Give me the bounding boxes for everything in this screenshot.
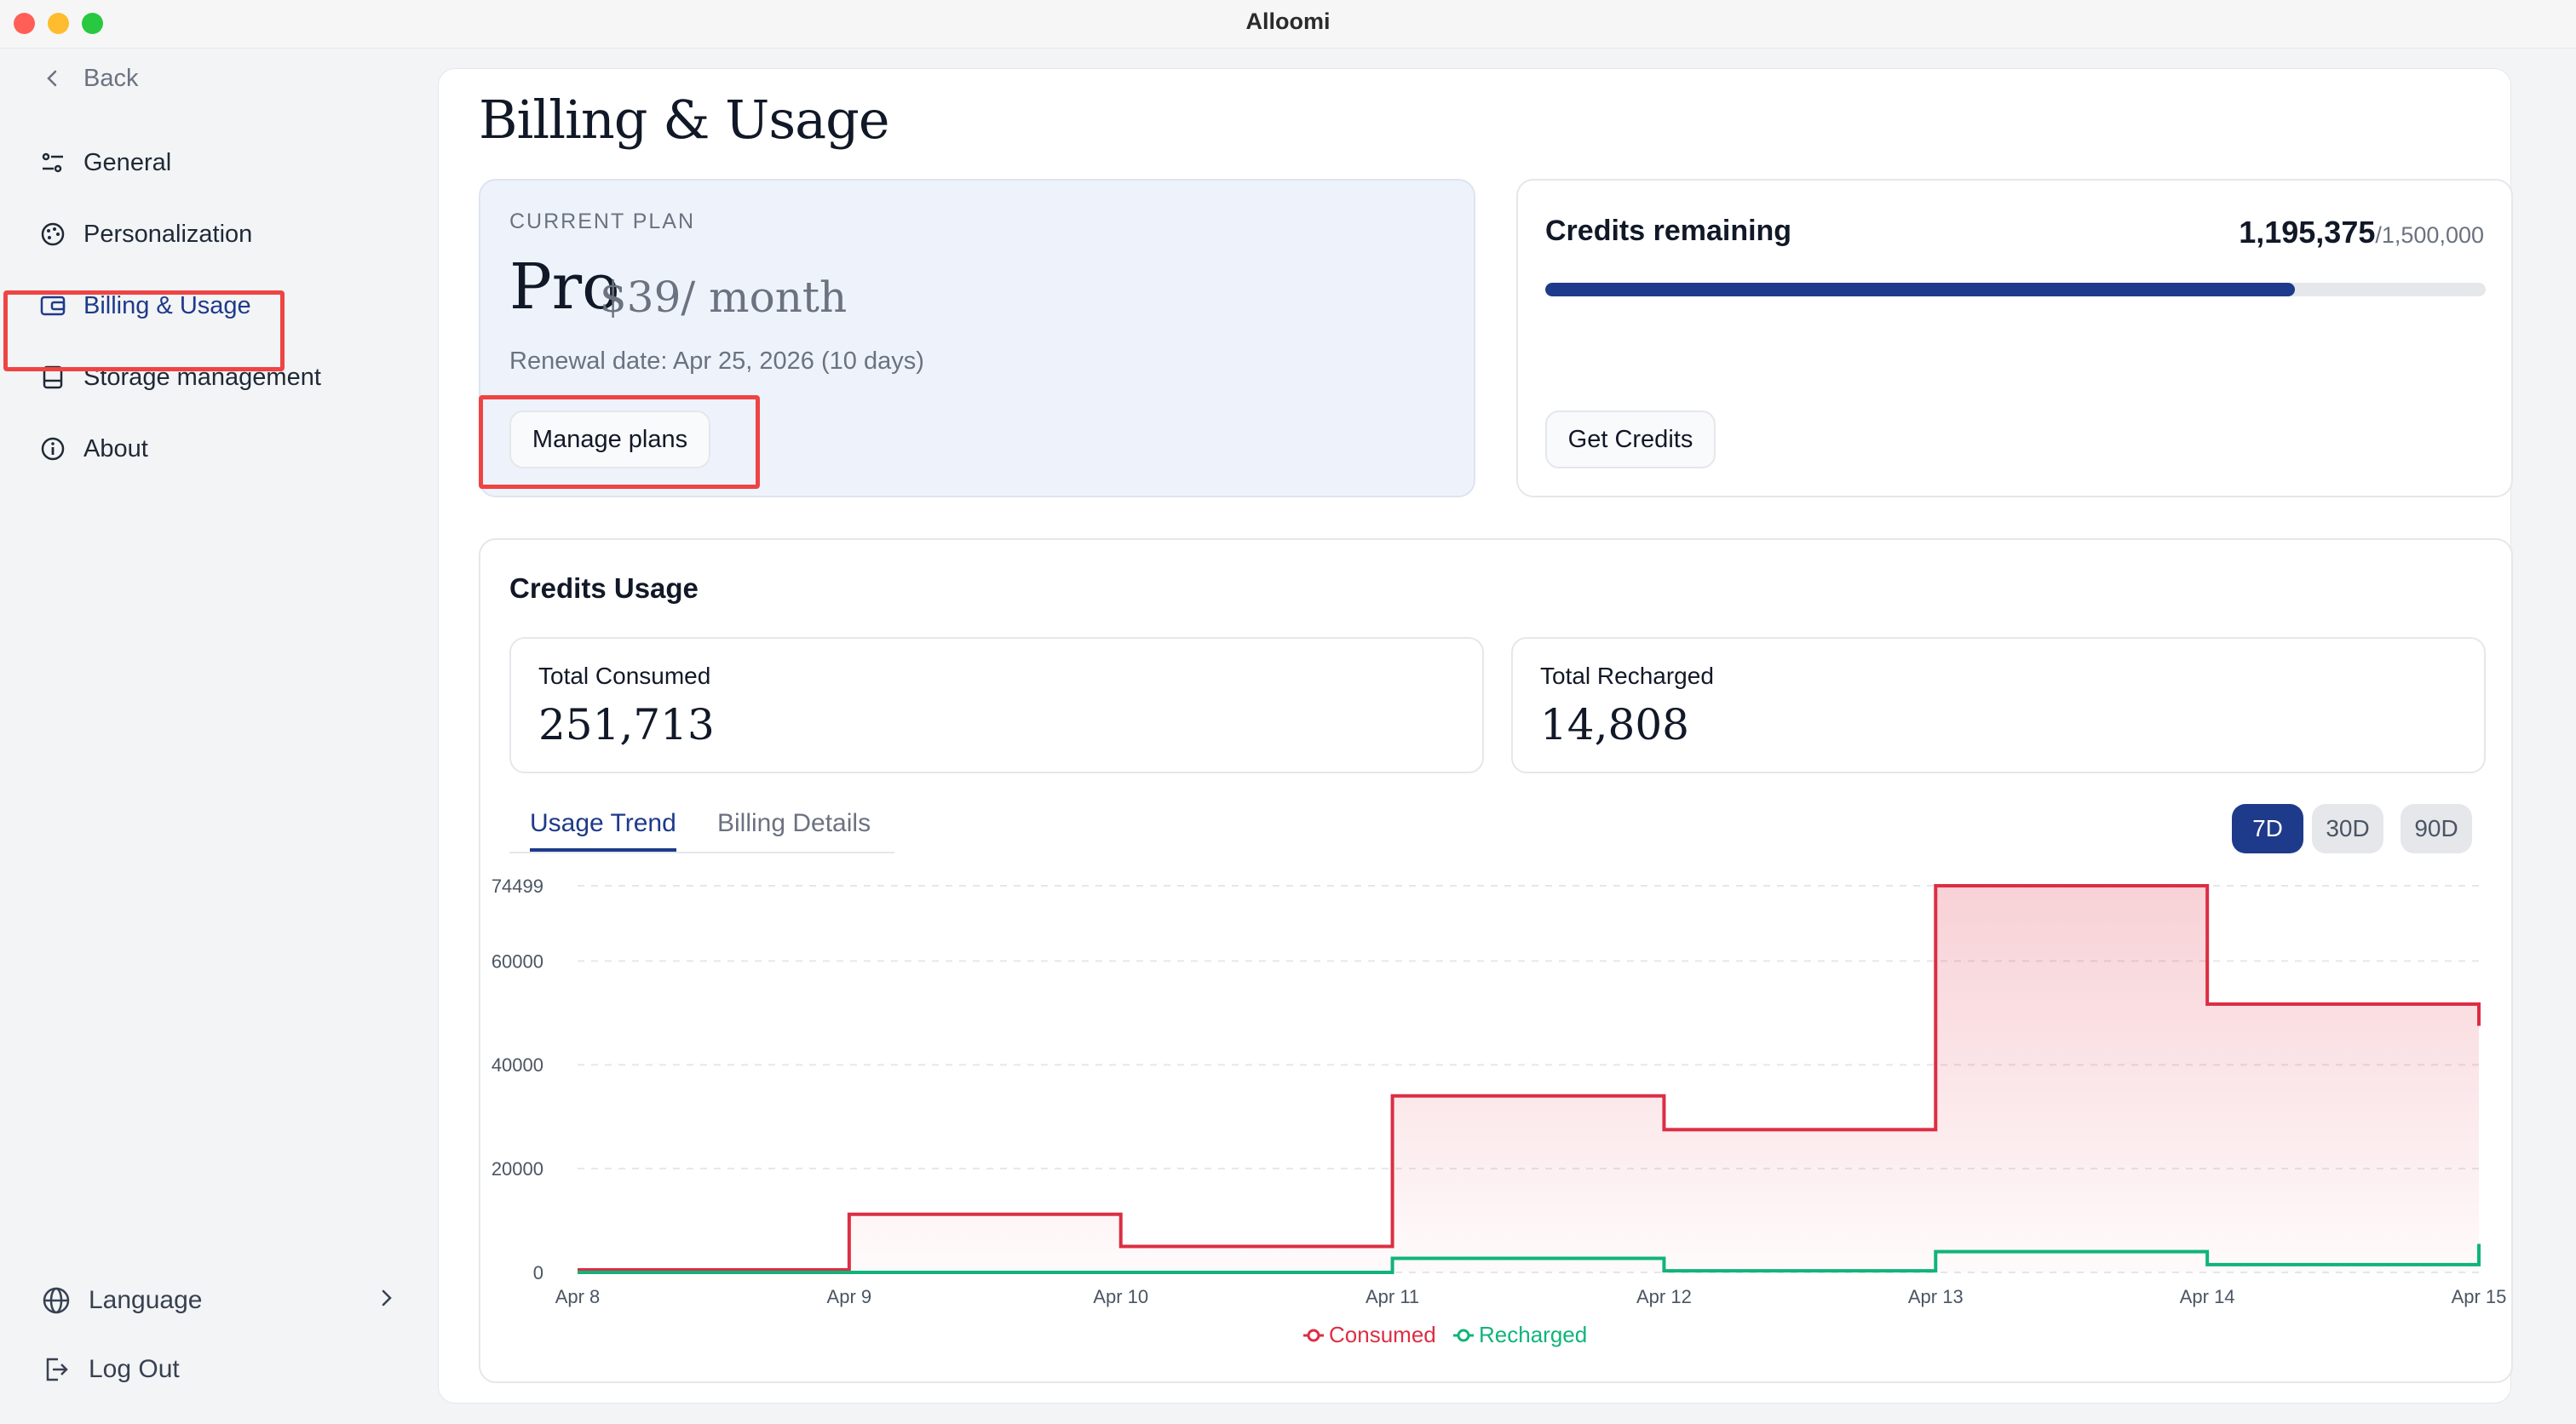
usage-title: Credits Usage <box>509 572 699 604</box>
tab-usage-trend[interactable]: Usage Trend <box>530 809 676 852</box>
total-recharged-value: 14,808 <box>1540 700 1689 749</box>
credits-usage-card: Credits Usage Total Consumed 251,713 Tot… <box>479 538 2513 1383</box>
legend-recharged-marker <box>1457 1329 1470 1342</box>
x-tick-label: Apr 15 <box>2452 1286 2507 1307</box>
chevron-right-icon <box>378 1286 395 1315</box>
manage-plans-button[interactable]: Manage plans <box>509 411 710 468</box>
usage-trend-chart: 0 20000 40000 60000 74499 Apr 8 Apr 9 Apr 10 Apr… <box>492 876 2507 1347</box>
maximize-window-button[interactable] <box>82 13 103 34</box>
sidebar-item-personalization[interactable]: Personalization <box>37 209 252 260</box>
range-30d-button[interactable]: 30D <box>2312 804 2383 853</box>
range-7d-button[interactable]: 7D <box>2232 804 2303 853</box>
sidebar-item-label: General <box>83 148 172 176</box>
total-consumed-value: 251,713 <box>538 700 715 749</box>
total-recharged-label: Total Recharged <box>1540 663 1714 689</box>
sliders-icon <box>37 147 68 178</box>
plan-price: $39/ month <box>600 273 848 322</box>
legend-consumed-marker <box>1307 1329 1320 1342</box>
language-selector[interactable]: Language <box>41 1275 395 1326</box>
credits-total: /1,500,000 <box>2375 222 2484 248</box>
x-tick-label: Apr 10 <box>1093 1286 1148 1307</box>
consumed-line <box>578 884 2481 1272</box>
credits-progress-bar <box>1545 283 2486 296</box>
language-label: Language <box>89 1286 203 1314</box>
x-tick-label: Apr 13 <box>1908 1286 1964 1307</box>
total-consumed-label: Total Consumed <box>538 663 711 689</box>
plan-name: Pro <box>509 250 620 324</box>
page-title: Billing & Usage <box>479 89 890 151</box>
total-consumed-box: Total Consumed 251,713 <box>509 637 1484 773</box>
logout-icon <box>41 1354 72 1385</box>
minimize-window-button[interactable] <box>48 13 69 34</box>
total-recharged-box: Total Recharged 14,808 <box>1511 637 2486 773</box>
credits-remaining-number: 1,195,375 <box>2239 215 2376 250</box>
sidebar-item-label: About <box>83 434 148 462</box>
back-button[interactable]: Back <box>37 53 138 104</box>
usage-tabs: Usage Trend Billing Details <box>509 801 894 853</box>
tab-billing-details[interactable]: Billing Details <box>717 809 871 837</box>
plan-eyebrow: CURRENT PLAN <box>509 210 696 233</box>
y-tick-label: 60000 <box>492 950 543 972</box>
sidebar-item-about[interactable]: About <box>37 423 148 474</box>
credits-progress-fill <box>1545 283 2295 296</box>
x-tick-label: Apr 8 <box>555 1286 601 1307</box>
wallet-icon <box>37 290 68 321</box>
legend-recharged-label: Recharged <box>1479 1322 1587 1347</box>
x-tick-label: Apr 9 <box>827 1286 872 1307</box>
y-tick-label: 0 <box>533 1262 543 1283</box>
consumed-area <box>578 886 2479 1272</box>
x-tick-label: Apr 12 <box>1636 1286 1692 1307</box>
logout-button[interactable]: Log Out <box>41 1344 180 1395</box>
range-90d-button[interactable]: 90D <box>2401 804 2472 853</box>
close-window-button[interactable] <box>14 13 35 34</box>
highlight-box-manage-plans <box>479 395 760 489</box>
y-tick-label: 74499 <box>492 876 543 897</box>
credits-remaining-card: Credits remaining 1,195,375/1,500,000 Ge… <box>1516 179 2513 497</box>
y-tick-label: 40000 <box>492 1054 543 1076</box>
sidebar-item-label: Personalization <box>83 220 253 248</box>
sidebar: Back General Personalization Billing & U… <box>0 49 436 1424</box>
palette-icon <box>37 219 68 250</box>
credits-remaining-label: Credits remaining <box>1545 215 1792 247</box>
sidebar-item-general[interactable]: General <box>37 137 171 188</box>
window-titlebar: Alloomi <box>0 0 2576 49</box>
get-credits-button[interactable]: Get Credits <box>1545 411 1716 468</box>
sidebar-item-billing[interactable]: Billing & Usage <box>37 280 251 331</box>
y-tick-label: 20000 <box>492 1158 543 1180</box>
back-label: Back <box>83 64 139 92</box>
legend-consumed-label: Consumed <box>1329 1322 1436 1347</box>
x-tick-label: Apr 14 <box>2180 1286 2235 1307</box>
x-tick-label: Apr 11 <box>1366 1286 1419 1307</box>
sidebar-item-label: Billing & Usage <box>83 291 251 319</box>
credits-remaining-value: 1,195,375/1,500,000 <box>2239 215 2484 250</box>
recharged-line <box>578 1243 2481 1274</box>
globe-icon <box>41 1285 72 1316</box>
chevron-left-icon <box>37 63 68 94</box>
highlight-box-billing <box>3 290 285 371</box>
logout-label: Log Out <box>89 1355 180 1383</box>
plan-renewal-date: Renewal date: Apr 25, 2026 (10 days) <box>509 347 924 375</box>
window-title: Alloomi <box>1245 9 1331 34</box>
current-plan-card: CURRENT PLAN Pro $39/ month Renewal date… <box>479 179 1475 497</box>
info-icon <box>37 434 68 464</box>
